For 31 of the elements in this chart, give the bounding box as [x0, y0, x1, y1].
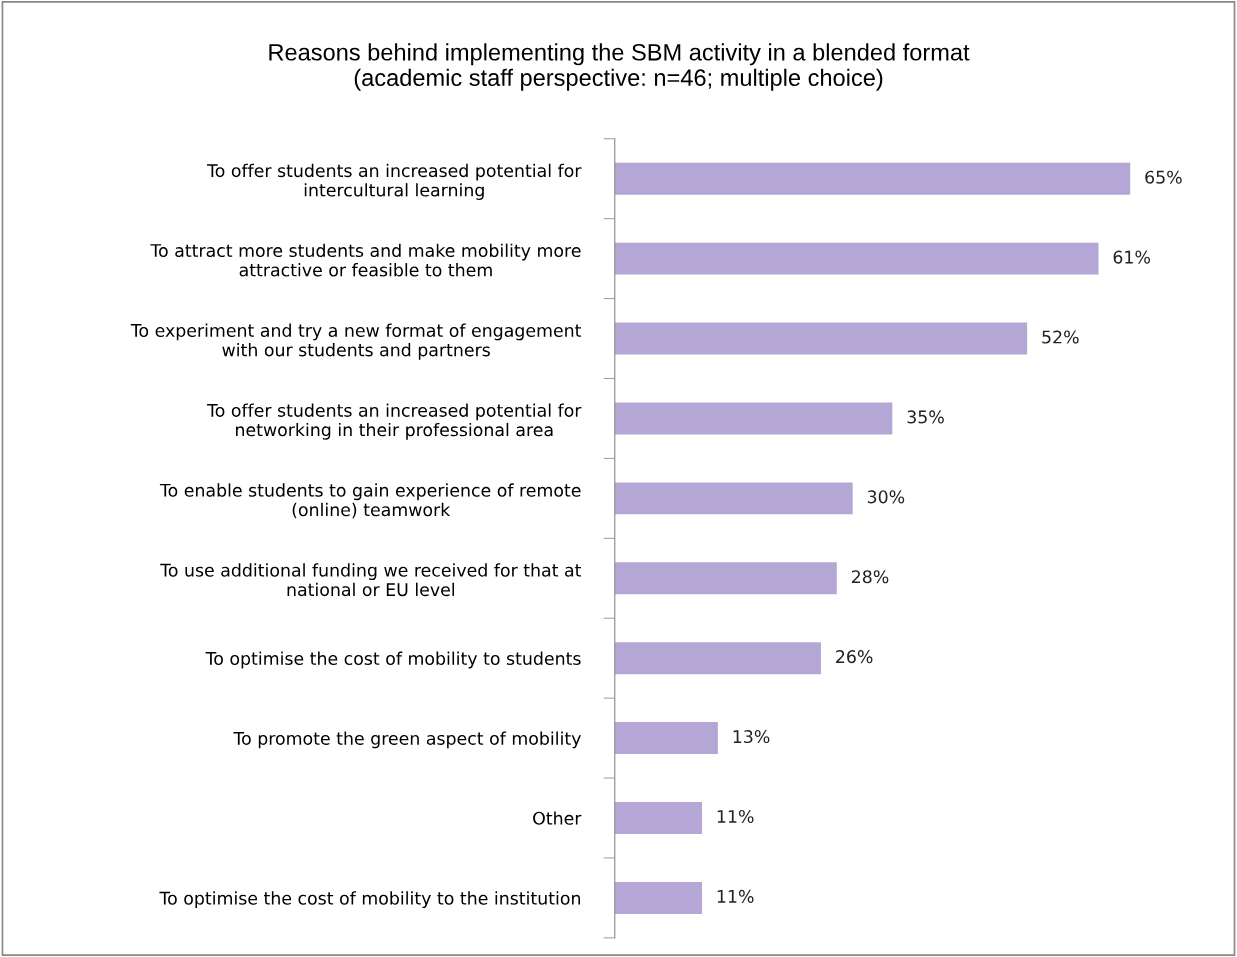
- y-tick-label: To promote the green aspect of mobility: [233, 731, 581, 749]
- data-label: 13%: [733, 729, 770, 744]
- bar: [614, 322, 1028, 355]
- y-tick-label: To experiment and try a new format of engagement with our students and partners: [130, 323, 582, 360]
- data-label: 28%: [851, 570, 889, 584]
- bar: [614, 722, 718, 755]
- bar: [614, 802, 703, 834]
- bar: [614, 402, 893, 435]
- data-label: 52%: [1042, 330, 1079, 344]
- y-tick-label: Other: [533, 811, 582, 825]
- data-label: 65%: [1145, 170, 1182, 184]
- y-tick-label: To offer students an increased potential for networking in their professional area: [207, 403, 582, 440]
- bar: [614, 482, 853, 515]
- y-tick-label: To offer students an increased potential for intercultural learning: [207, 163, 582, 200]
- data-label: 30%: [867, 490, 905, 504]
- chart-title: Reasons behind implementing the SBM activity in a blended format (academic staff perspective: n=46; multiple choice): [269, 43, 970, 91]
- y-tick-label: To enable students to gain experience of remote (online) teamwork: [159, 483, 581, 519]
- bar: [614, 881, 703, 914]
- y-tick-label: To use additional funding we received for that at national or EU level: [160, 563, 582, 597]
- bar: [614, 562, 837, 595]
- data-label: 26%: [836, 650, 873, 664]
- data-label: 11%: [717, 809, 754, 824]
- bar: [614, 162, 1131, 195]
- data-label: 61%: [1113, 250, 1151, 264]
- y-tick-label: To optimise the cost of mobility to students: [205, 651, 581, 669]
- y-tick-label: To attract more students and make mobility more attractive or feasible to them: [150, 243, 581, 277]
- data-label: 35%: [907, 410, 944, 424]
- bar: [614, 642, 821, 675]
- bar: [614, 242, 1099, 275]
- data-label: 11%: [717, 889, 754, 903]
- y-tick-label: To optimise the cost of mobility to the institution: [159, 891, 580, 909]
